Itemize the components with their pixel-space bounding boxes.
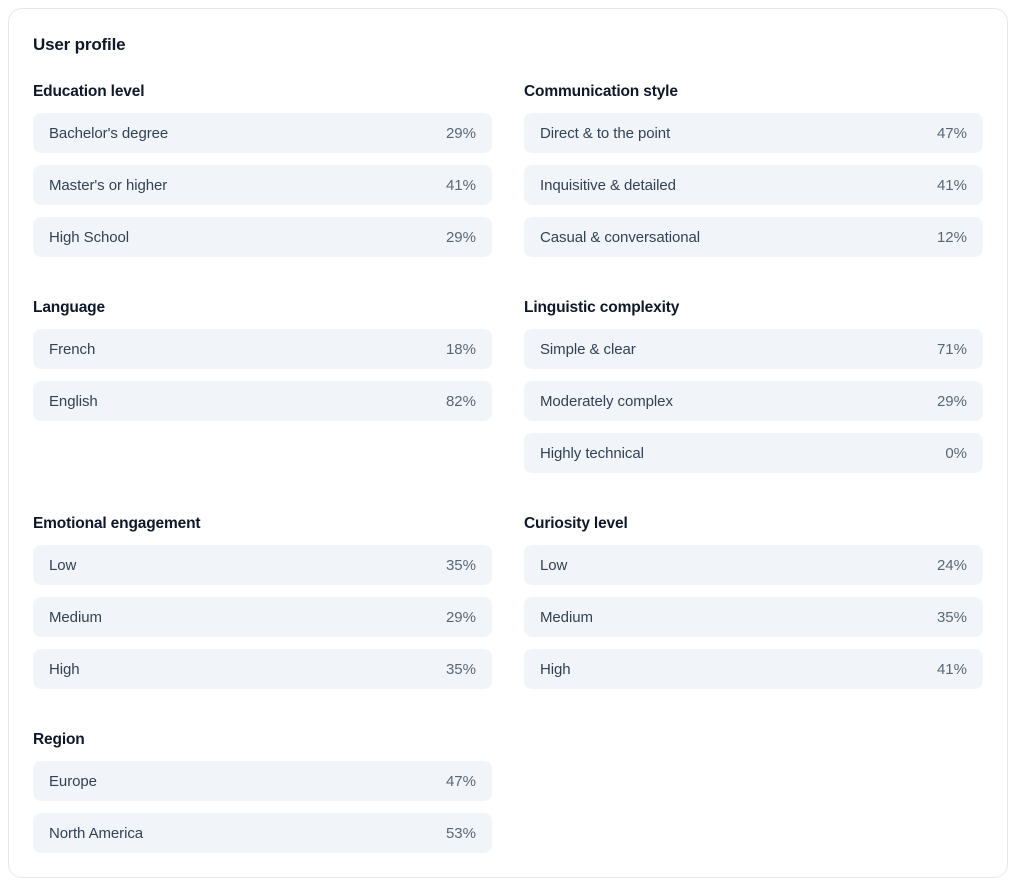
- section-rows: Low 24% Medium 35% High 41%: [524, 545, 983, 689]
- stat-label: Medium: [49, 608, 102, 626]
- stat-label: High School: [49, 228, 130, 246]
- stat-value: 41%: [936, 176, 967, 194]
- stat-label: Simple & clear: [540, 340, 636, 358]
- stat-value: 29%: [445, 228, 476, 246]
- profile-section: Curiosity level Low 24% Medium 35% High …: [524, 515, 983, 689]
- stat-row: North America 53%: [33, 813, 492, 853]
- profile-section: Language French 18% English 82%: [33, 299, 492, 421]
- profile-section: Communication style Direct & to the poin…: [524, 83, 983, 257]
- stat-value: 35%: [936, 608, 967, 626]
- profile-section: Emotional engagement Low 35% Medium 29% …: [33, 515, 492, 689]
- stat-value: 35%: [445, 660, 476, 678]
- card-title: User profile: [33, 35, 126, 54]
- stat-label: Europe: [49, 772, 97, 790]
- stat-label: Direct & to the point: [540, 124, 671, 142]
- section-title: Language: [33, 299, 105, 316]
- section-rows: Bachelor's degree 29% Master's or higher…: [33, 113, 492, 257]
- stat-row: Direct & to the point 47%: [524, 113, 983, 153]
- stat-row: Low 24%: [524, 545, 983, 585]
- stat-row: Simple & clear 71%: [524, 329, 983, 369]
- section-title: Communication style: [524, 83, 678, 100]
- stat-value: 47%: [936, 124, 967, 142]
- stat-value: 29%: [445, 124, 476, 142]
- stat-value: 24%: [936, 556, 967, 574]
- section-rows: Low 35% Medium 29% High 35%: [33, 545, 492, 689]
- stat-value: 29%: [445, 608, 476, 626]
- stat-label: High: [49, 660, 80, 678]
- stat-row: English 82%: [33, 381, 492, 421]
- profile-section: Education level Bachelor's degree 29% Ma…: [33, 83, 492, 257]
- stat-row: Europe 47%: [33, 761, 492, 801]
- stat-value: 29%: [936, 392, 967, 410]
- user-profile-card: User profile Education level Bachelor's …: [8, 8, 1008, 878]
- profile-section: Region Europe 47% North America 53%: [33, 731, 492, 853]
- stat-value: 47%: [445, 772, 476, 790]
- section-rows: Europe 47% North America 53%: [33, 761, 492, 853]
- stat-row: High 35%: [33, 649, 492, 689]
- stat-value: 12%: [936, 228, 967, 246]
- stat-label: Highly technical: [540, 444, 644, 462]
- stat-row: Low 35%: [33, 545, 492, 585]
- stat-row: Moderately complex 29%: [524, 381, 983, 421]
- stat-label: Medium: [540, 608, 593, 626]
- stat-row: Inquisitive & detailed 41%: [524, 165, 983, 205]
- profile-sections-grid: Education level Bachelor's degree 29% Ma…: [33, 83, 983, 853]
- stat-row: Highly technical 0%: [524, 433, 983, 473]
- stat-value: 35%: [445, 556, 476, 574]
- section-title: Region: [33, 731, 85, 748]
- section-title: Linguistic complexity: [524, 299, 680, 316]
- stat-label: French: [49, 340, 96, 358]
- section-rows: Simple & clear 71% Moderately complex 29…: [524, 329, 983, 473]
- stat-label: Inquisitive & detailed: [540, 176, 676, 194]
- stat-label: Low: [540, 556, 568, 574]
- stat-row: French 18%: [33, 329, 492, 369]
- stat-label: Low: [49, 556, 77, 574]
- stat-value: 53%: [445, 824, 476, 842]
- stat-row: Medium 35%: [524, 597, 983, 637]
- stat-value: 71%: [936, 340, 967, 358]
- stat-label: Master's or higher: [49, 176, 168, 194]
- profile-section: Linguistic complexity Simple & clear 71%…: [524, 299, 983, 473]
- section-title: Emotional engagement: [33, 515, 201, 532]
- section-rows: French 18% English 82%: [33, 329, 492, 421]
- stat-row: High School 29%: [33, 217, 492, 257]
- stat-value: 18%: [445, 340, 476, 358]
- stat-row: Bachelor's degree 29%: [33, 113, 492, 153]
- stat-row: Medium 29%: [33, 597, 492, 637]
- stat-label: Bachelor's degree: [49, 124, 169, 142]
- stat-label: High: [540, 660, 571, 678]
- section-title: Education level: [33, 83, 145, 100]
- stat-row: High 41%: [524, 649, 983, 689]
- stat-label: Moderately complex: [540, 392, 673, 410]
- section-title: Curiosity level: [524, 515, 628, 532]
- stat-value: 41%: [936, 660, 967, 678]
- stat-label: English: [49, 392, 98, 410]
- stat-label: Casual & conversational: [540, 228, 701, 246]
- stat-value: 82%: [445, 392, 476, 410]
- stat-label: North America: [49, 824, 144, 842]
- section-rows: Direct & to the point 47% Inquisitive & …: [524, 113, 983, 257]
- stat-value: 41%: [445, 176, 476, 194]
- stat-row: Master's or higher 41%: [33, 165, 492, 205]
- stat-value: 0%: [945, 444, 967, 462]
- stat-row: Casual & conversational 12%: [524, 217, 983, 257]
